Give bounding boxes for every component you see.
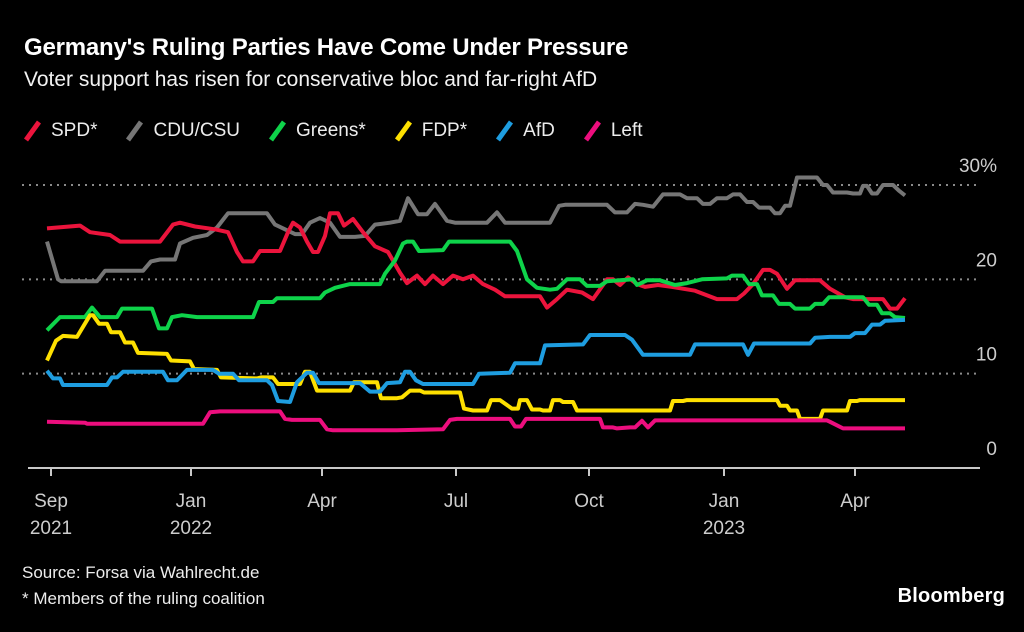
- series-line-cdu: [45, 175, 907, 284]
- legend-slash-icon-cdu: [126, 120, 144, 142]
- legend-label-spd: SPD*: [51, 120, 98, 141]
- y-axis-label-10: 10: [976, 345, 997, 366]
- chart-title: Germany's Ruling Parties Have Come Under…: [24, 34, 629, 61]
- source-note: Source: Forsa via Wahlrecht.de: [22, 563, 260, 582]
- x-tick-label-4: Oct: [574, 491, 604, 512]
- legend-label-fdp: FDP*: [421, 120, 468, 141]
- series-line-afd: [45, 317, 906, 404]
- chart-subtitle: Voter support has risen for conservative…: [24, 68, 598, 91]
- y-axis-label-20: 20: [976, 250, 997, 271]
- legend-item-cdu: CDU/CSU: [125, 120, 240, 142]
- x-tick-label-6: Apr: [840, 491, 870, 512]
- x-tick-label-0: Sep: [34, 491, 68, 512]
- bloomberg-logo: Bloomberg: [897, 585, 1005, 607]
- x-tick-sublabel-5: 2023: [703, 518, 745, 539]
- series-line-greens: [45, 239, 906, 332]
- x-tick-label-3: Jul: [444, 491, 468, 512]
- legend-label-greens: Greens*: [296, 120, 366, 141]
- legend-label-cdu: CDU/CSU: [153, 120, 241, 141]
- legend: SPD* CDU/CSU Greens* FDP* AfD Left: [23, 120, 643, 142]
- legend-slash-icon-spd: [23, 120, 42, 142]
- legend-label-afd: AfD: [523, 120, 555, 141]
- series-line-fdp: [45, 313, 905, 421]
- x-tick-sublabel-1: 2022: [170, 518, 212, 539]
- legend-item-afd: AfD: [495, 120, 555, 142]
- x-tick-label-1: Jan: [176, 491, 207, 512]
- legend-item-greens: Greens*: [268, 120, 366, 142]
- legend-label-left: Left: [610, 120, 643, 141]
- legend-item-spd: SPD*: [23, 120, 97, 142]
- legend-slash-icon-left: [583, 120, 601, 142]
- y-axis-label-0: 0: [986, 439, 997, 460]
- coalition-footnote: * Members of the ruling coalition: [22, 589, 265, 608]
- series-line-spd: [46, 211, 907, 311]
- legend-slash-icon-fdp: [394, 120, 412, 142]
- y-axis-label-30: 30%: [959, 156, 997, 177]
- legend-slash-icon-afd: [496, 120, 514, 142]
- series-line-left: [46, 409, 905, 433]
- legend-item-left: Left: [583, 120, 643, 142]
- legend-slash-icon-greens: [269, 120, 287, 142]
- x-tick-label-2: Apr: [307, 491, 337, 512]
- x-tick-label-5: Jan: [709, 491, 740, 512]
- legend-item-fdp: FDP*: [394, 120, 467, 142]
- x-tick-sublabel-0: 2021: [30, 518, 72, 539]
